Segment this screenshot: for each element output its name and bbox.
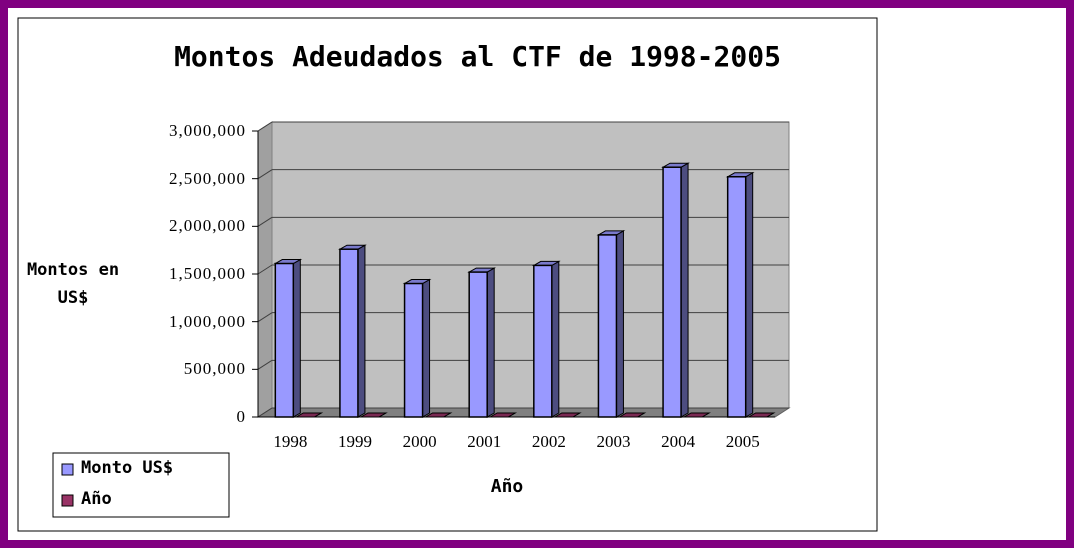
bar-front [533,264,553,418]
bar [552,412,582,418]
y-tick-label: 2,000,000 [169,216,246,236]
y-tick-label: 2,500,000 [169,168,246,188]
y-tick-label: 1,000,000 [169,311,246,331]
y-tick-label: 0 [236,407,246,426]
bar [725,171,755,418]
bar-front [274,262,295,418]
bar [617,412,647,418]
tick-diag [257,264,273,275]
bar [273,258,303,418]
bar-side [745,171,754,418]
bar-top [682,412,711,418]
bar-top [552,412,582,418]
legend-label: Año [81,489,112,509]
bar-front [403,282,424,418]
bar-side [292,258,301,418]
bar [338,244,367,418]
legend-box [52,452,230,518]
bar [294,412,324,418]
tick-diag [257,169,273,180]
bar-front [726,176,747,418]
bar [531,260,561,418]
bar [359,412,388,418]
legend-swatch [61,463,74,476]
bar [488,412,518,418]
bar-side [357,244,366,418]
bar [402,278,432,418]
bar-front [468,271,488,418]
tick-diag [257,216,273,227]
bar-top [359,412,388,418]
x-axis-label: Año [490,476,524,497]
bar [682,412,711,418]
bar-top [746,412,776,418]
legend-label: Monto US$ [81,458,174,478]
x-tick-label: 2005 [725,432,760,451]
y-tick-label: 1,500,000 [169,264,246,283]
x-tick-label: 2003 [596,432,631,451]
x-tick-label: 1999 [337,432,372,451]
bar-side [680,162,689,418]
bar-front [339,248,359,418]
y-tick-label: 500,000 [183,359,246,379]
bar-side [551,260,560,418]
tick-diag [257,359,273,370]
bar-side [422,278,431,418]
bar-side [486,267,495,418]
tick-diag [257,407,273,418]
tick-diag [257,312,273,323]
y-tick-label: 3,000,000 [169,121,246,140]
x-tick-label: 2001 [467,432,502,451]
y-axis-label: Montos en US$ [26,260,120,308]
x-tick-label: 1998 [273,432,308,451]
bar-front [662,166,682,418]
bar-top [488,412,518,418]
bar-side [615,230,624,418]
x-tick-label: 2002 [531,432,566,451]
bar [661,162,690,418]
bar [423,412,453,418]
x-tick-label: 2004 [661,432,696,451]
bar [467,267,497,418]
x-tick-label: 2000 [402,432,437,451]
bar [596,230,626,418]
legend-swatch [61,494,74,507]
bar-top [617,412,647,418]
bar [746,412,776,418]
tick-diag [257,121,273,132]
bar-top [423,412,453,418]
bar-front [597,234,618,418]
chart-title: Montos Adeudados al CTF de 1998-2005 [174,40,781,73]
bar-top [294,412,324,418]
